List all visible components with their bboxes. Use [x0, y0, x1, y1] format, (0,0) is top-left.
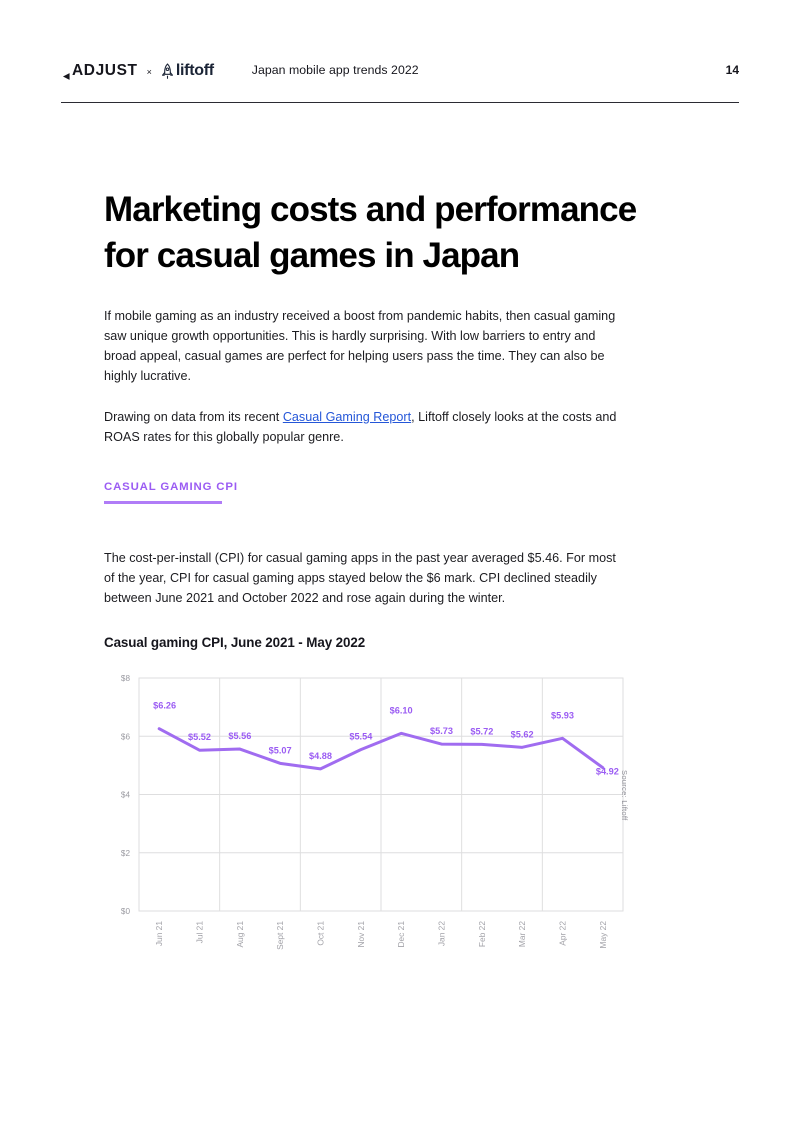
brand-separator: ×	[146, 67, 152, 77]
chart-point-label: $5.54	[349, 732, 373, 742]
chart-x-tick-label: Jan 22	[437, 921, 447, 946]
chart-data-line	[157, 727, 605, 771]
chart-point-label: $6.26	[153, 701, 176, 711]
chart-point-label: $5.52	[188, 732, 211, 742]
chart-point-label: $4.92	[596, 767, 619, 777]
chart-canvas: $0 $2 $4 $6 $8 $6.26 $5.52 $5.56 $5.07 $4.88 $5.54…	[121, 674, 624, 950]
chart-x-tick-label: Apr 22	[558, 921, 568, 946]
brand-lockup: ADJUST × liftoff	[61, 60, 214, 82]
section-heading-group: CASUAL GAMING CPI	[104, 481, 238, 504]
chart-point-label: $5.56	[228, 731, 251, 741]
chart-x-tick-label: Feb 22	[477, 921, 487, 947]
casual-gaming-report-link[interactable]: Casual Gaming Report	[282, 409, 412, 424]
chart-x-tick-label: Jun 21	[154, 921, 164, 946]
liftoff-logo: liftoff	[161, 62, 214, 80]
intro-paragraph: If mobile gaming as an industry received…	[104, 308, 616, 384]
chart-x-tick-label: Aug 21	[235, 921, 245, 948]
section-heading-label: CASUAL GAMING CPI	[104, 481, 238, 493]
cpi-line-chart: $0 $2 $4 $6 $8 $6.26 $5.52 $5.56 $5.07 $4.88 $5.54…	[104, 672, 664, 962]
liftoff-logo-text: liftoff	[175, 62, 214, 79]
chart-point-label: $5.93	[551, 710, 574, 720]
chart-x-tick-label: Oct 21	[316, 921, 326, 946]
page-number: 14	[725, 63, 739, 77]
chart-point-label: $4.88	[309, 751, 332, 761]
header-document-title: Japan mobile app trends 2022	[251, 63, 419, 77]
chart-y-tick-label: $6	[121, 732, 131, 741]
chart-x-tick-label: Mar 22	[517, 921, 527, 947]
chart-title: Casual gaming CPI, June 2021 - May 2022	[104, 635, 366, 650]
drawing-text-before: Drawing on data from its recent	[104, 409, 283, 424]
adjust-triangle-icon	[61, 68, 70, 80]
chart-point-label: $5.62	[511, 729, 534, 739]
drawing-paragraph: Drawing on data from its recent Casual G…	[104, 407, 624, 448]
chart-x-tick-label: Nov 21	[356, 921, 366, 948]
chart-x-tick-label: Sept 21	[275, 921, 285, 950]
chart-point-label: $5.73	[430, 726, 453, 736]
page-title-line-2: for casual games in Japan	[104, 236, 520, 276]
chart-y-tick-label: $8	[121, 674, 131, 683]
cpi-paragraph: The cost-per-install (CPI) for casual ga…	[104, 550, 616, 606]
chart-point-label: $5.07	[269, 745, 292, 755]
adjust-logo: ADJUST	[61, 62, 138, 80]
drawing-text-after: , Liftoff closely looks at the costs and…	[104, 409, 617, 444]
page-title-line-1: Marketing costs and performance	[104, 190, 637, 230]
chart-point-label: $6.10	[390, 705, 413, 715]
chart-y-tick-label: $0	[121, 907, 131, 916]
chart-point-label: $5.72	[470, 726, 493, 736]
chart-source-note: Source: Liftoff	[620, 770, 629, 821]
chart-x-tick-label: Dec 21	[396, 921, 406, 948]
chart-y-tick-label: $4	[121, 791, 131, 800]
chart-y-tick-label: $2	[121, 849, 131, 858]
chart-x-tick-label: May 22	[598, 921, 608, 949]
chart-x-tick-label: Jul 21	[195, 921, 205, 944]
adjust-logo-text: ADJUST	[72, 62, 138, 79]
section-underline-rule	[104, 501, 222, 504]
page-header: ADJUST × liftoff Japan mobile app trends…	[61, 60, 739, 103]
page-title: Marketing costs and performance for casu…	[104, 187, 724, 279]
rocket-icon	[161, 62, 174, 80]
